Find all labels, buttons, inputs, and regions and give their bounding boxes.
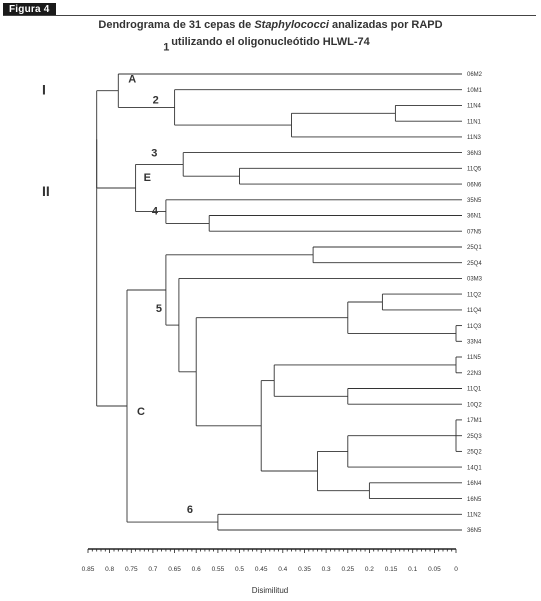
cluster-label: C: [137, 406, 145, 418]
title-suffix: analizadas por RAPD: [328, 19, 443, 31]
group-label: II: [42, 183, 50, 199]
leaf-label: 22N3: [467, 371, 482, 377]
leaf-label: 06N6: [467, 182, 482, 188]
leaf-label: 10M1: [467, 88, 483, 94]
group-label: I: [42, 82, 46, 98]
cluster-label: A: [128, 74, 136, 86]
leaf-label: 11Q3: [467, 324, 482, 330]
figure-label: Figura 4: [3, 3, 56, 16]
title-prefix: Dendrograma de 31 cepas de: [98, 19, 255, 31]
leaf-label: 35N5: [467, 198, 482, 204]
cluster-label: 6: [187, 504, 193, 516]
x-tick-label: 0.25: [341, 566, 354, 573]
leaf-label: 11N2: [467, 513, 482, 519]
x-tick-label: 0.4: [278, 566, 287, 573]
cluster-label: 1: [163, 42, 169, 54]
leaf-label: 11Q4: [467, 308, 482, 314]
x-tick-label: 0.7: [148, 566, 157, 573]
leaf-label: 10Q2: [467, 402, 482, 408]
leaf-label: 06M2: [467, 72, 483, 78]
x-tick-label: 0.05: [428, 566, 441, 573]
leaf-label: 25Q3: [467, 434, 482, 440]
x-tick-label: 0.55: [212, 566, 225, 573]
leaf-label: 11Q1: [467, 387, 482, 393]
leaf-label: 25Q4: [467, 261, 482, 267]
leaf-label: 16N4: [467, 481, 482, 487]
x-tick-label: 0.65: [168, 566, 181, 573]
leaf-label: 07N5: [467, 229, 482, 235]
x-axis: 0.85 0.8 0.75 0.7 0.65 0.6 0.55 0.5 0.45 0.4 0.35 0…: [82, 548, 458, 573]
leaf-label: 14Q1: [467, 465, 482, 471]
title-line-1: Dendrograma de 31 cepas de Staphylococci…: [0, 17, 541, 34]
x-tick-label: 0.35: [298, 566, 311, 573]
leaf-label: 36N3: [467, 151, 482, 157]
leaf-label: 25Q1: [467, 245, 482, 251]
title-italic: Staphylococci: [254, 19, 329, 31]
title-line-2: utilizando el oligonucleótido HLWL-74: [171, 36, 370, 48]
x-tick-label: 0.1: [408, 566, 417, 573]
x-tick-label: 0.6: [192, 566, 201, 573]
leaf-label: 36N1: [467, 214, 482, 220]
leaf-label: 11Q5: [467, 167, 482, 173]
top-rule: [3, 15, 536, 16]
x-tick-label: 0.45: [255, 566, 268, 573]
dendrogram-branches: [96, 73, 462, 531]
leaf-label: 11N3: [467, 135, 482, 141]
x-tick-label: 0.85: [82, 566, 95, 573]
cluster-label: 2: [153, 94, 159, 106]
x-tick-label: 0.75: [125, 566, 138, 573]
x-tick-label: 0: [454, 566, 458, 573]
leaf-label: 36N5: [467, 528, 482, 534]
leaf-label: 11N4: [467, 104, 482, 110]
leaf-labels: 06M2 10M1 11N4 11N1 11N3 36N3 11Q5 06N6 35N5 36N1…: [467, 72, 483, 534]
chart-title: Dendrograma de 31 cepas de Staphylococci…: [0, 17, 541, 51]
cluster-label: 5: [156, 303, 162, 315]
leaf-label: 16N5: [467, 497, 482, 503]
cluster-label: 3: [151, 147, 157, 159]
leaf-label: 33N4: [467, 340, 482, 346]
leaf-label: 11N1: [467, 119, 482, 125]
leaf-label: 17M1: [467, 418, 483, 424]
leaf-label: 25Q2: [467, 450, 482, 456]
cluster-label: 4: [152, 206, 159, 218]
x-tick-label: 0.15: [385, 566, 398, 573]
x-tick-label: 0.5: [235, 566, 244, 573]
x-tick-label: 0.3: [322, 566, 331, 573]
x-axis-title: Disimilitud: [252, 586, 288, 595]
leaf-label: 11N5: [467, 355, 482, 361]
cluster-label: E: [144, 172, 151, 184]
x-tick-label: 0.2: [365, 566, 374, 573]
leaf-label: 03M3: [467, 277, 483, 283]
x-tick-label: 0.8: [105, 566, 114, 573]
leaf-label: 11Q2: [467, 292, 482, 298]
